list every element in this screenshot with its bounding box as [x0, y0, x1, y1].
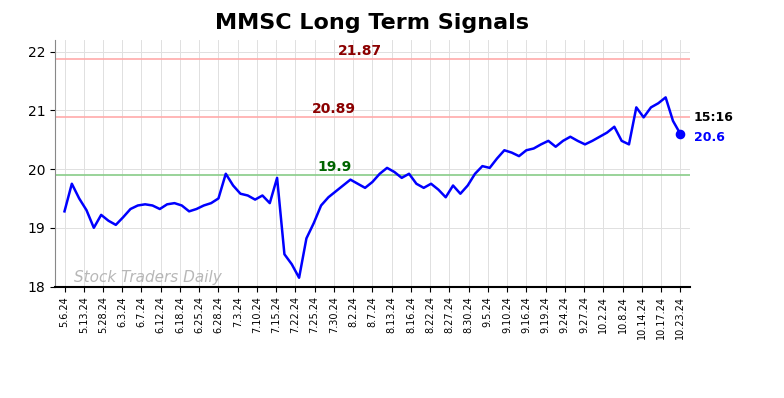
Text: 15:16: 15:16: [694, 111, 734, 124]
Text: 20.89: 20.89: [312, 101, 356, 116]
Text: 20.6: 20.6: [694, 131, 724, 144]
Point: [674, 131, 687, 137]
Title: MMSC Long Term Signals: MMSC Long Term Signals: [216, 13, 529, 33]
Text: 21.87: 21.87: [338, 44, 382, 58]
Text: Stock Traders Daily: Stock Traders Daily: [74, 270, 222, 285]
Text: 19.9: 19.9: [318, 160, 351, 174]
